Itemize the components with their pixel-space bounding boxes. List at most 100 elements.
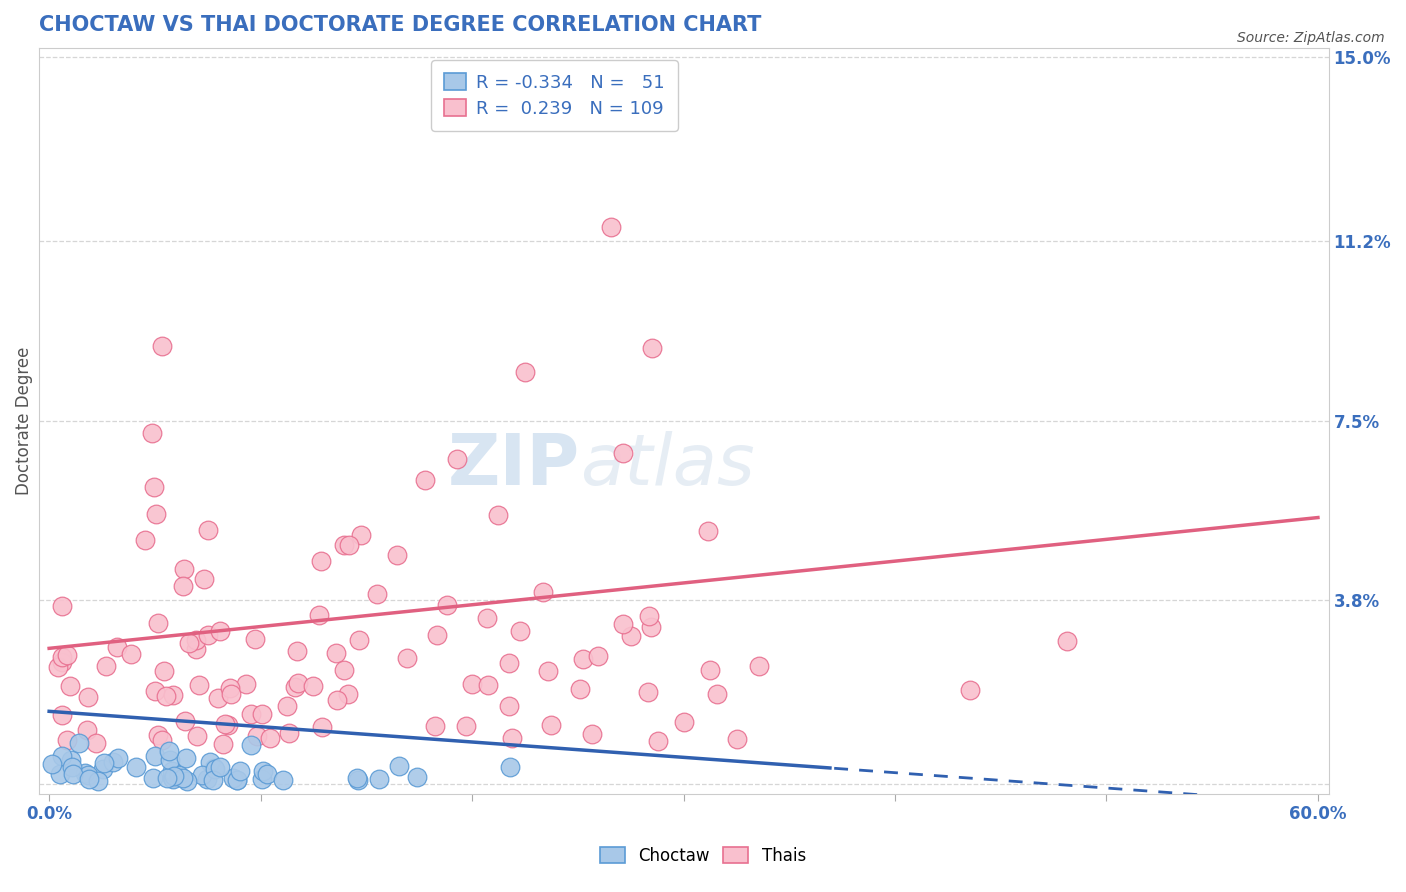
Point — [640, 341, 662, 355]
Point — [959, 683, 981, 698]
Point — [586, 649, 609, 664]
Legend: R = -0.334   N =   51, R =  0.239   N = 109: R = -0.334 N = 51, R = 0.239 N = 109 — [432, 61, 678, 130]
Point — [162, 688, 184, 702]
Point — [156, 771, 179, 785]
Point — [51, 707, 73, 722]
Point — [167, 768, 190, 782]
Point — [76, 723, 98, 738]
Point — [475, 610, 498, 624]
Point — [243, 632, 266, 647]
Text: CHOCTAW VS THAI DOCTORATE DEGREE CORRELATION CHART: CHOCTAW VS THAI DOCTORATE DEGREE CORRELA… — [38, 15, 761, 35]
Point — [62, 766, 84, 780]
Point — [725, 731, 748, 746]
Point — [177, 636, 200, 650]
Point — [157, 744, 180, 758]
Point — [498, 699, 520, 714]
Point — [173, 562, 195, 576]
Point — [202, 761, 225, 775]
Point — [77, 768, 100, 782]
Point — [59, 679, 82, 693]
Point — [366, 587, 388, 601]
Point — [285, 644, 308, 658]
Point — [406, 770, 429, 784]
Point — [198, 755, 221, 769]
Point — [197, 524, 219, 538]
Point — [176, 751, 198, 765]
Point — [153, 664, 176, 678]
Point — [501, 731, 523, 746]
Legend: Choctaw, Thais: Choctaw, Thais — [592, 838, 814, 873]
Point — [142, 771, 165, 785]
Point — [94, 659, 117, 673]
Point — [256, 767, 278, 781]
Point — [346, 772, 368, 786]
Point — [217, 718, 239, 732]
Point — [581, 727, 603, 741]
Point — [278, 726, 301, 740]
Point — [461, 677, 484, 691]
Point — [163, 769, 186, 783]
Point — [150, 339, 173, 353]
Text: ZIP: ZIP — [449, 431, 581, 500]
Point — [190, 768, 212, 782]
Point — [396, 651, 419, 665]
Point — [219, 687, 242, 701]
Point — [252, 764, 274, 779]
Point — [187, 678, 209, 692]
Point — [368, 772, 391, 787]
Point — [311, 720, 333, 734]
Point — [146, 728, 169, 742]
Point — [571, 652, 593, 666]
Point — [346, 772, 368, 787]
Point — [91, 762, 114, 776]
Point — [184, 632, 207, 647]
Point — [620, 629, 643, 643]
Point — [162, 772, 184, 787]
Point — [197, 627, 219, 641]
Point — [647, 733, 669, 747]
Point — [250, 772, 273, 787]
Point — [748, 658, 770, 673]
Point — [309, 554, 332, 568]
Point — [172, 772, 194, 786]
Point — [60, 760, 83, 774]
Point — [145, 683, 167, 698]
Point — [246, 730, 269, 744]
Point — [51, 749, 73, 764]
Point — [325, 647, 347, 661]
Point — [337, 687, 360, 701]
Point — [706, 687, 728, 701]
Point — [84, 736, 107, 750]
Point — [1056, 633, 1078, 648]
Point — [486, 508, 509, 523]
Point — [308, 608, 330, 623]
Point — [125, 760, 148, 774]
Point — [477, 678, 499, 692]
Point — [540, 718, 562, 732]
Point — [612, 446, 634, 460]
Point — [208, 760, 231, 774]
Point — [637, 685, 659, 699]
Point — [174, 714, 197, 728]
Text: Source: ZipAtlas.com: Source: ZipAtlas.com — [1237, 31, 1385, 45]
Point — [499, 759, 522, 773]
Point — [672, 714, 695, 729]
Point — [41, 757, 63, 772]
Point — [638, 608, 661, 623]
Y-axis label: Doctorate Degree: Doctorate Degree — [15, 346, 32, 495]
Point — [276, 698, 298, 713]
Point — [240, 706, 263, 721]
Point — [214, 717, 236, 731]
Point — [107, 751, 129, 765]
Point — [333, 663, 356, 677]
Point — [142, 479, 165, 493]
Point — [250, 707, 273, 722]
Point — [612, 616, 634, 631]
Point — [413, 473, 436, 487]
Point — [56, 648, 79, 662]
Point — [48, 767, 70, 781]
Point — [77, 772, 100, 786]
Point — [56, 732, 79, 747]
Point — [51, 599, 73, 613]
Point — [159, 753, 181, 767]
